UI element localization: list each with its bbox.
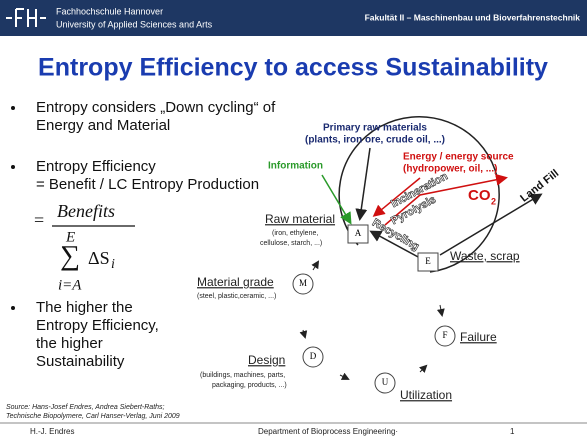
faculty: Fakultät II – Maschinenbau und Bioverfah… — [365, 12, 581, 22]
bullet-text: Entropy Efficiency — [36, 158, 156, 175]
numerator: Benefits — [57, 201, 115, 221]
raw-material-detail: (iron, ethylene, — [272, 230, 318, 237]
sum: ∑ — [60, 240, 80, 271]
co-sub: 2 — [491, 196, 496, 206]
material-grade: Material grade — [197, 275, 274, 289]
node: E — [425, 256, 431, 266]
node: U — [382, 377, 389, 387]
header-bar — [0, 0, 587, 36]
lower: i=A — [58, 277, 82, 293]
term: ΔS — [88, 248, 110, 268]
design-detail: (buildings, machines, parts, — [200, 372, 285, 379]
information: Information — [268, 161, 323, 172]
design-detail: packaging, products, ...) — [212, 382, 287, 389]
bullet-dot — [11, 165, 15, 169]
footer-page: 1 — [510, 427, 515, 436]
bullet-text: Entropy Efficiency, — [36, 317, 159, 334]
raw-material-detail: cellulose, starch, ...) — [260, 240, 322, 247]
node: D — [310, 351, 317, 361]
waste: Waste, scrap — [450, 249, 520, 263]
utilization: Utilization — [400, 388, 452, 402]
bullet-text: The higher the — [36, 299, 133, 316]
footer-author: H.-J. Endres — [30, 427, 74, 436]
node: A — [355, 228, 362, 238]
primary: Primary raw materials — [323, 123, 427, 134]
cycle — [338, 116, 500, 273]
source: Source: Hans-Josef Endres, Andrea Sieber… — [6, 404, 165, 411]
title: Entropy Efficiency to access Sustainabil… — [38, 54, 548, 82]
subscript: i — [111, 257, 115, 272]
material-grade-detail: (steel, plastic,ceramic, ...) — [197, 293, 276, 300]
university: University of Applied Sciences and Arts — [56, 19, 213, 29]
equals: = — [34, 210, 44, 230]
landfill: Land Fill — [518, 167, 561, 204]
node: M — [299, 278, 307, 288]
bullet-text: Entropy considers „Down cycling“ of — [36, 99, 276, 116]
bullet-text: Energy and Material — [36, 117, 170, 134]
bullets: Entropy considers „Down cycling“ ofEnerg… — [11, 99, 276, 370]
upper: E — [65, 229, 75, 245]
raw-material: Raw material — [265, 212, 335, 226]
node: F — [442, 330, 447, 340]
bullet-text: = Benefit / LC Entropy Production — [36, 176, 259, 193]
school: Fachhochschule Hannover — [56, 6, 163, 16]
footer-department: Department of Bioprocess Engineering· — [258, 427, 398, 436]
design: Design — [248, 353, 285, 367]
primary-detail: (plants, iron ore, crude oil, ...) — [305, 135, 445, 146]
logo — [6, 8, 46, 27]
failure: Failure — [460, 330, 497, 344]
energy-detail: (hydropower, oil, ...) — [403, 164, 497, 175]
diagram: A E M F D U Primary raw materials (plant… — [197, 116, 561, 402]
bullet-dot — [11, 106, 15, 110]
energy: Energy / energy source — [403, 152, 514, 163]
bullet-dot — [11, 306, 15, 310]
bullet-text: Sustainability — [36, 353, 125, 370]
source: Technische Biopolymere, Carl Hanser-Verl… — [6, 413, 180, 420]
co: CO — [468, 187, 491, 204]
bullet-text: the higher — [36, 335, 103, 352]
formula: = Benefits E ∑ ΔS i i=A — [34, 201, 135, 293]
